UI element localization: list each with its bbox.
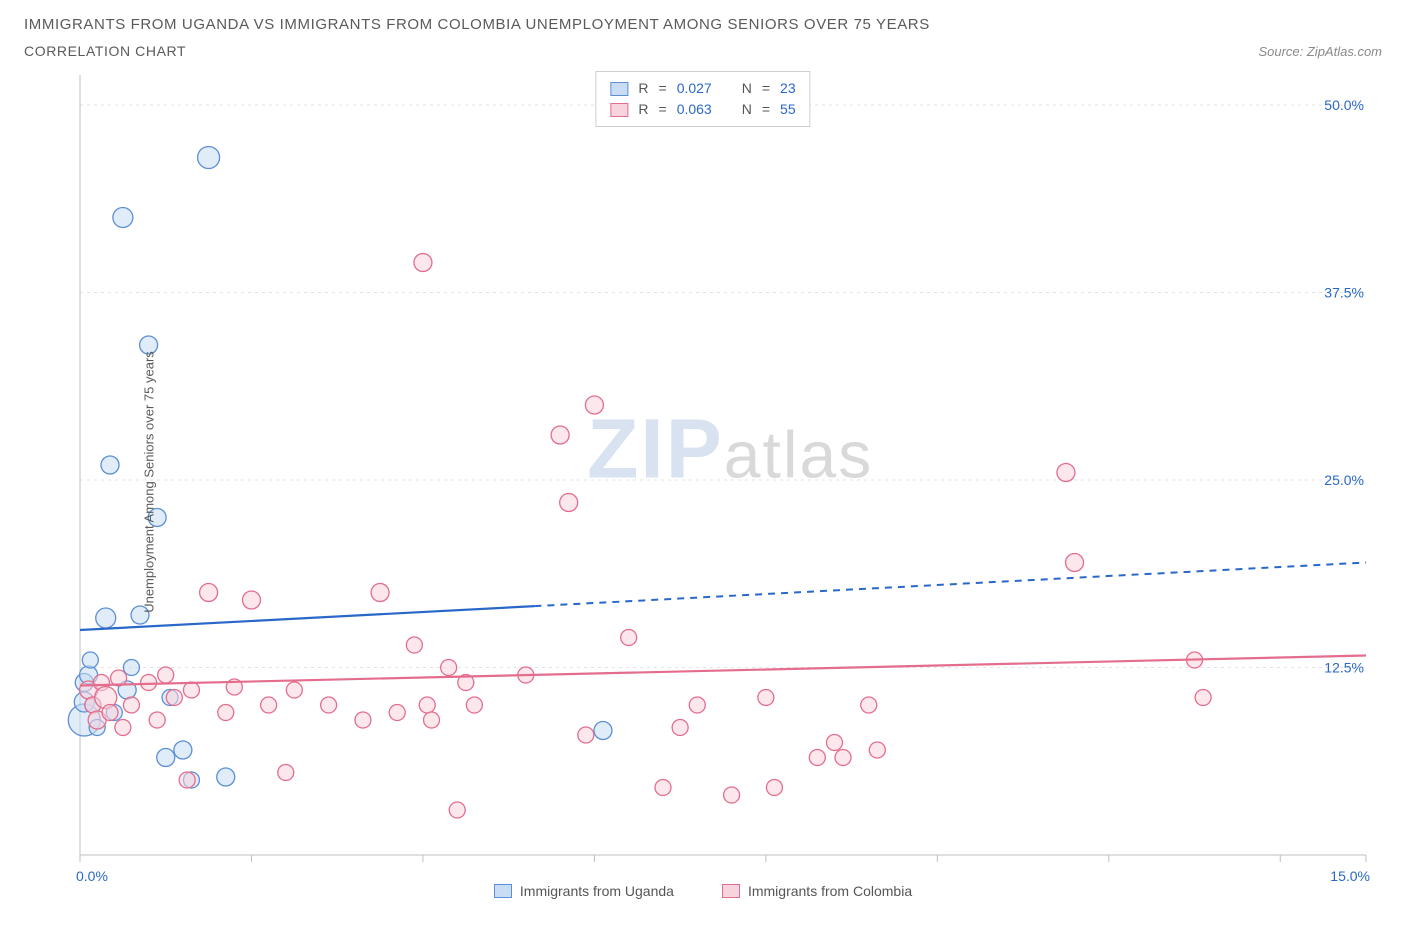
chart-header: IMMIGRANTS FROM UGANDA VS IMMIGRANTS FRO… [24,16,1382,59]
legend-n-value: 23 [780,78,796,99]
legend-n-label: N [742,78,752,99]
scatter-chart: 0.0% 15.0% 12.5% 25.0% 37.5% 50.0% [24,67,1382,897]
svg-text:0.0%: 0.0% [76,868,108,884]
series-legend-item-uganda: Immigrants from Uganda [494,883,674,899]
correlation-legend: R=0.027N=23R=0.063N=55 [595,71,810,127]
legend-r-value: 0.063 [677,99,712,120]
series-legend-item-colombia: Immigrants from Colombia [722,883,912,899]
legend-r-label: R [638,78,648,99]
chart-title: IMMIGRANTS FROM UGANDA VS IMMIGRANTS FRO… [24,16,1382,33]
series-legend: Immigrants from Uganda Immigrants from Co… [24,883,1382,899]
legend-swatch [722,884,740,898]
svg-text:25.0%: 25.0% [1324,472,1364,488]
chart-area: Unemployment Among Seniors over 75 years… [24,67,1382,897]
svg-text:15.0%: 15.0% [1330,868,1370,884]
legend-r-value: 0.027 [677,78,712,99]
legend-row-uganda: R=0.027N=23 [610,78,795,99]
chart-source: Source: ZipAtlas.com [1258,44,1382,59]
svg-text:12.5%: 12.5% [1324,660,1364,676]
series-legend-label: Immigrants from Colombia [748,883,912,899]
y-axis-label: Unemployment Among Seniors over 75 years [141,351,156,613]
chart-subtitle: CORRELATION CHART [24,43,186,59]
legend-row-colombia: R=0.063N=55 [610,99,795,120]
svg-text:37.5%: 37.5% [1324,285,1364,301]
legend-n-label: N [742,99,752,120]
legend-swatch [610,82,628,96]
legend-swatch [494,884,512,898]
legend-swatch [610,103,628,117]
legend-r-label: R [638,99,648,120]
svg-text:50.0%: 50.0% [1324,97,1364,113]
series-legend-label: Immigrants from Uganda [520,883,674,899]
legend-n-value: 55 [780,99,796,120]
